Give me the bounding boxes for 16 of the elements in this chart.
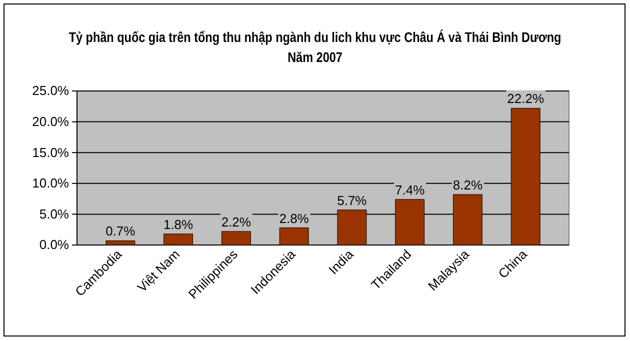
- data-label: 1.8%: [163, 216, 194, 232]
- data-label: 2.8%: [279, 210, 310, 226]
- data-label: 5.7%: [337, 192, 368, 208]
- data-label: 22.2%: [507, 91, 544, 106]
- data-label: 8.2%: [452, 177, 483, 192]
- chart-title: Tỷ phần quốc gia trên tổng thu nhập ngành du lich khu vực Châu Á và Thái Bình Dương: [68, 29, 562, 46]
- data-label: 0.7%: [106, 224, 136, 239]
- data-label: 2.2%: [221, 214, 252, 230]
- data-label: 7.4%: [395, 182, 426, 198]
- y-tick-label: 20.0%: [32, 114, 70, 129]
- chart-subtitle: Năm 2007: [288, 49, 342, 66]
- y-tick-label: 0.0%: [39, 237, 70, 252]
- y-tick-label: 5.0%: [39, 206, 70, 222]
- y-tick-label: 15.0%: [32, 144, 70, 160]
- y-tick-label: 10.0%: [32, 176, 70, 191]
- y-tick-label: 25.0%: [32, 83, 70, 98]
